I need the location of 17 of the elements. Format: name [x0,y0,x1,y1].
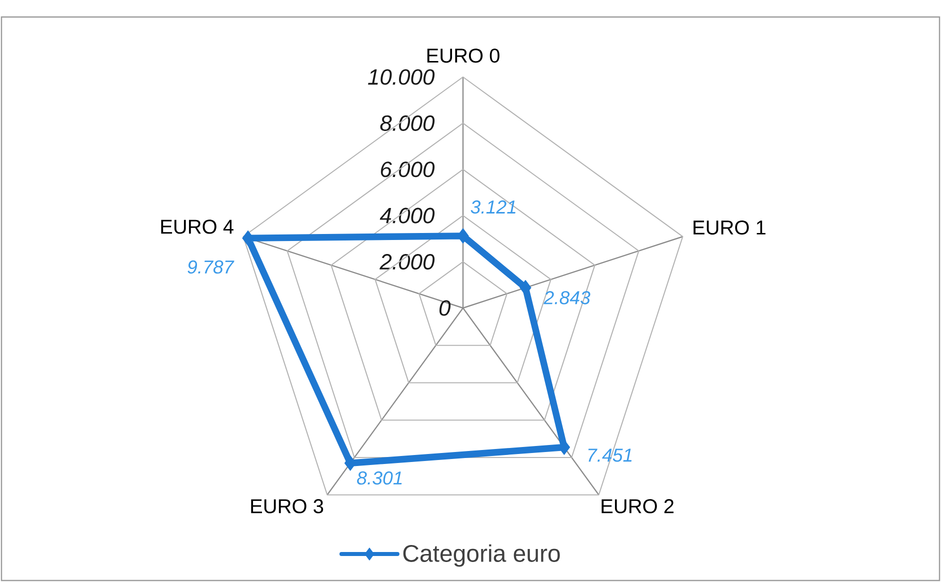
spoke-label: EURO 3 [251,499,324,514]
data-label: 3.121 [470,200,516,214]
y-tick-label: 4.000 [380,208,435,224]
y-tick-label: 8.000 [380,115,435,131]
spoke-label: EURO 4 [161,220,234,234]
data-label: 9.787 [188,260,234,274]
legend-label: Categoria euro [403,544,560,567]
spoke-label: EURO 2 [602,499,674,514]
y-tick-label: 6.000 [380,162,435,178]
y-tick-label: 10.000 [368,69,435,85]
spoke-label: EURO 0 [427,48,500,63]
data-label: 2.843 [544,291,590,304]
y-tick-label: 0 [439,300,451,316]
spoke-label: EURO 1 [694,220,766,235]
data-label: 8.301 [357,471,402,485]
data-label: 7.451 [588,448,632,462]
y-tick-label: 2.000 [380,254,435,270]
